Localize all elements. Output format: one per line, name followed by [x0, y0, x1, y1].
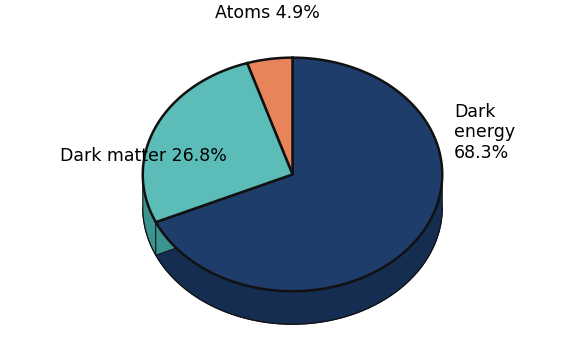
Polygon shape — [156, 174, 292, 255]
Text: Atoms 4.9%: Atoms 4.9% — [215, 4, 319, 22]
Text: Dark matter 26.8%: Dark matter 26.8% — [60, 148, 228, 165]
Polygon shape — [143, 63, 292, 222]
Polygon shape — [143, 207, 442, 324]
Polygon shape — [156, 175, 442, 324]
Polygon shape — [247, 58, 292, 174]
Polygon shape — [156, 58, 442, 291]
Text: Dark
energy
68.3%: Dark energy 68.3% — [454, 103, 515, 162]
Polygon shape — [143, 175, 156, 255]
Polygon shape — [156, 174, 292, 255]
